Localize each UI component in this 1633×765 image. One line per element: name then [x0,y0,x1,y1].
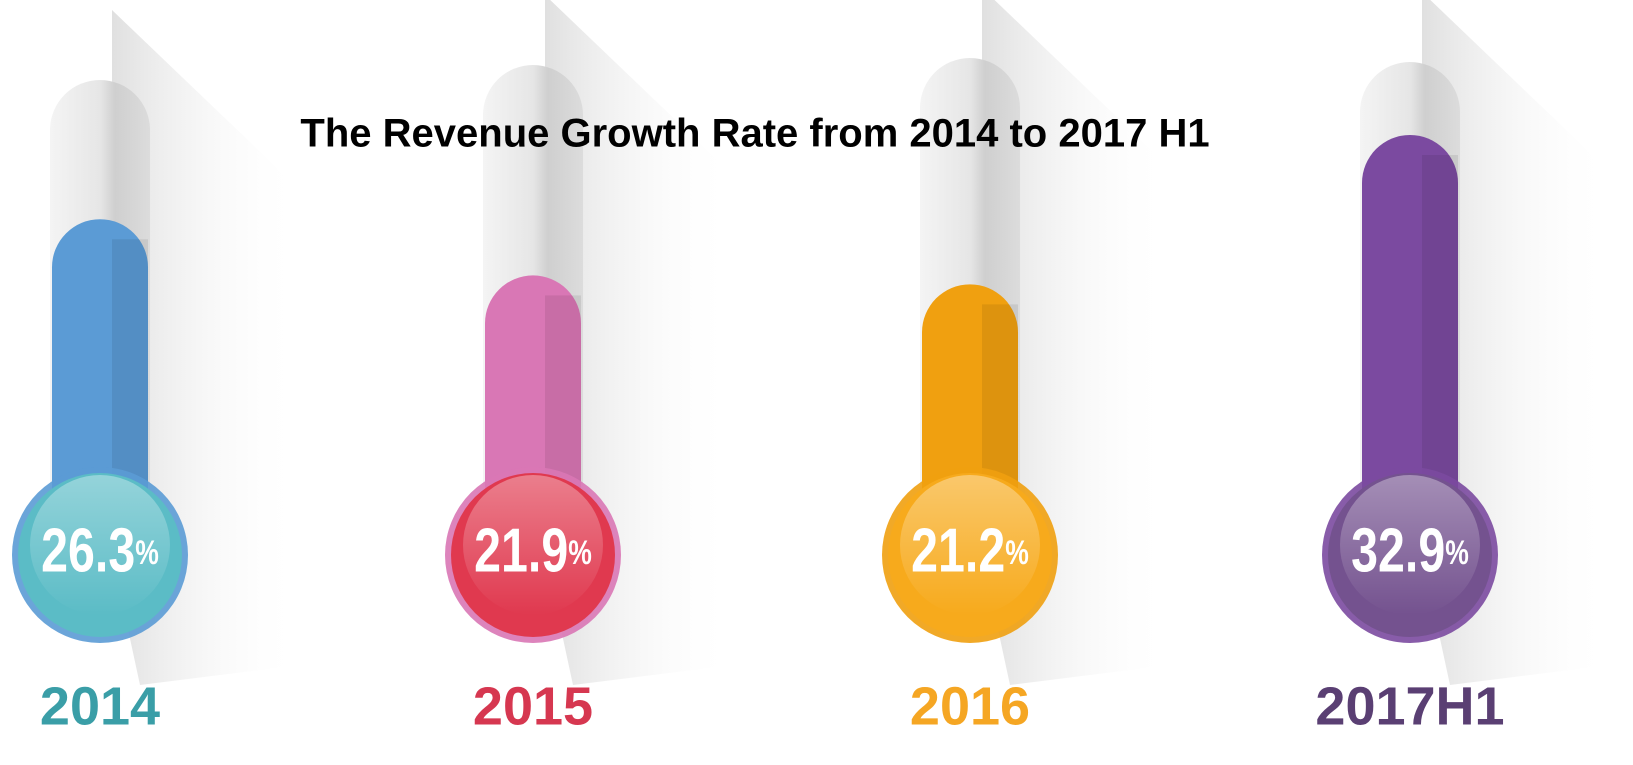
value-label: 32.9% [1351,516,1469,585]
thermometers: 26.3% 2014 21.9% 2015 21.2% 2016 32.9% 2017H1 [12,0,1610,736]
category-label: 2014 [40,676,160,736]
value-label: 21.2% [911,516,1029,585]
bulb-shine [900,475,1040,615]
bulb-shine [463,475,603,615]
bulb-shine [1340,475,1480,615]
chart-title: The Revenue Growth Rate from 2014 to 201… [300,112,1209,156]
category-label: 2017H1 [1315,676,1504,736]
bulb-shine [30,475,170,615]
category-label: 2015 [473,676,593,736]
value-label: 26.3% [41,516,159,585]
bar [1362,135,1458,555]
value-label: 21.9% [474,516,592,585]
category-label: 2016 [910,676,1030,736]
